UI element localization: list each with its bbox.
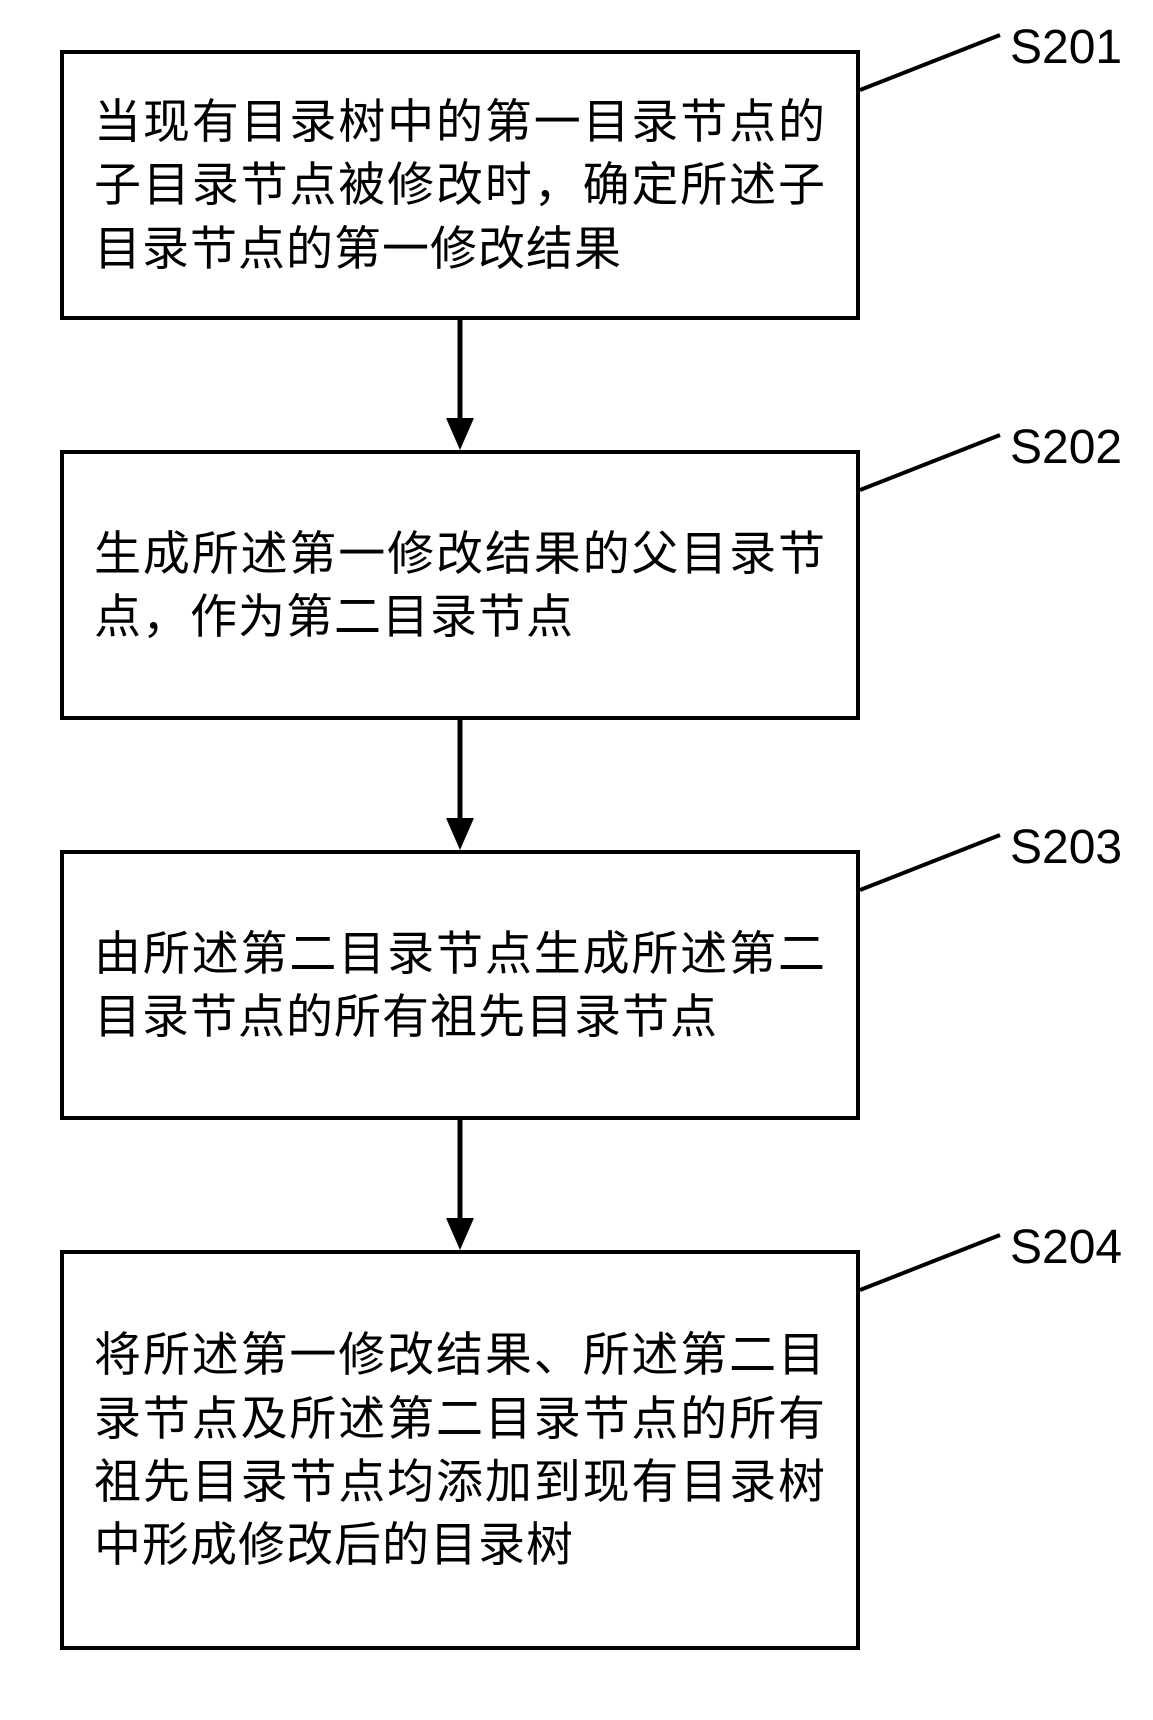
flow-node-label-n3: S203 bbox=[1010, 820, 1122, 875]
flow-node-n4: 将所述第一修改结果、所述第二目录节点及所述第二目录节点的所有祖先目录节点均添加到… bbox=[60, 1250, 860, 1650]
flow-node-text: 由所述第二目录节点生成所述第二目录节点的所有祖先目录节点 bbox=[94, 922, 826, 1049]
flow-node-label-n1: S201 bbox=[1010, 20, 1122, 75]
flow-node-text: 将所述第一修改结果、所述第二目录节点及所述第二目录节点的所有祖先目录节点均添加到… bbox=[94, 1323, 826, 1577]
flow-node-label-n4: S204 bbox=[1010, 1220, 1122, 1275]
leader-line bbox=[856, 31, 1004, 94]
flow-node-n2: 生成所述第一修改结果的父目录节点，作为第二目录节点 bbox=[60, 450, 860, 720]
flow-node-text: 当现有目录树中的第一目录节点的子目录节点被修改时，确定所述子目录节点的第一修改结… bbox=[94, 90, 826, 280]
flow-node-n3: 由所述第二目录节点生成所述第二目录节点的所有祖先目录节点 bbox=[60, 850, 860, 1120]
flow-arrow bbox=[442, 320, 478, 454]
flow-node-text: 生成所述第一修改结果的父目录节点，作为第二目录节点 bbox=[94, 522, 826, 649]
leader-line bbox=[856, 431, 1004, 494]
leader-line bbox=[856, 1231, 1004, 1294]
flowchart-canvas: 当现有目录树中的第一目录节点的子目录节点被修改时，确定所述子目录节点的第一修改结… bbox=[0, 0, 1153, 1720]
flow-node-n1: 当现有目录树中的第一目录节点的子目录节点被修改时，确定所述子目录节点的第一修改结… bbox=[60, 50, 860, 320]
flow-arrow bbox=[442, 1120, 478, 1254]
flow-arrow bbox=[442, 720, 478, 854]
leader-line bbox=[856, 831, 1004, 894]
flow-node-label-n2: S202 bbox=[1010, 420, 1122, 475]
